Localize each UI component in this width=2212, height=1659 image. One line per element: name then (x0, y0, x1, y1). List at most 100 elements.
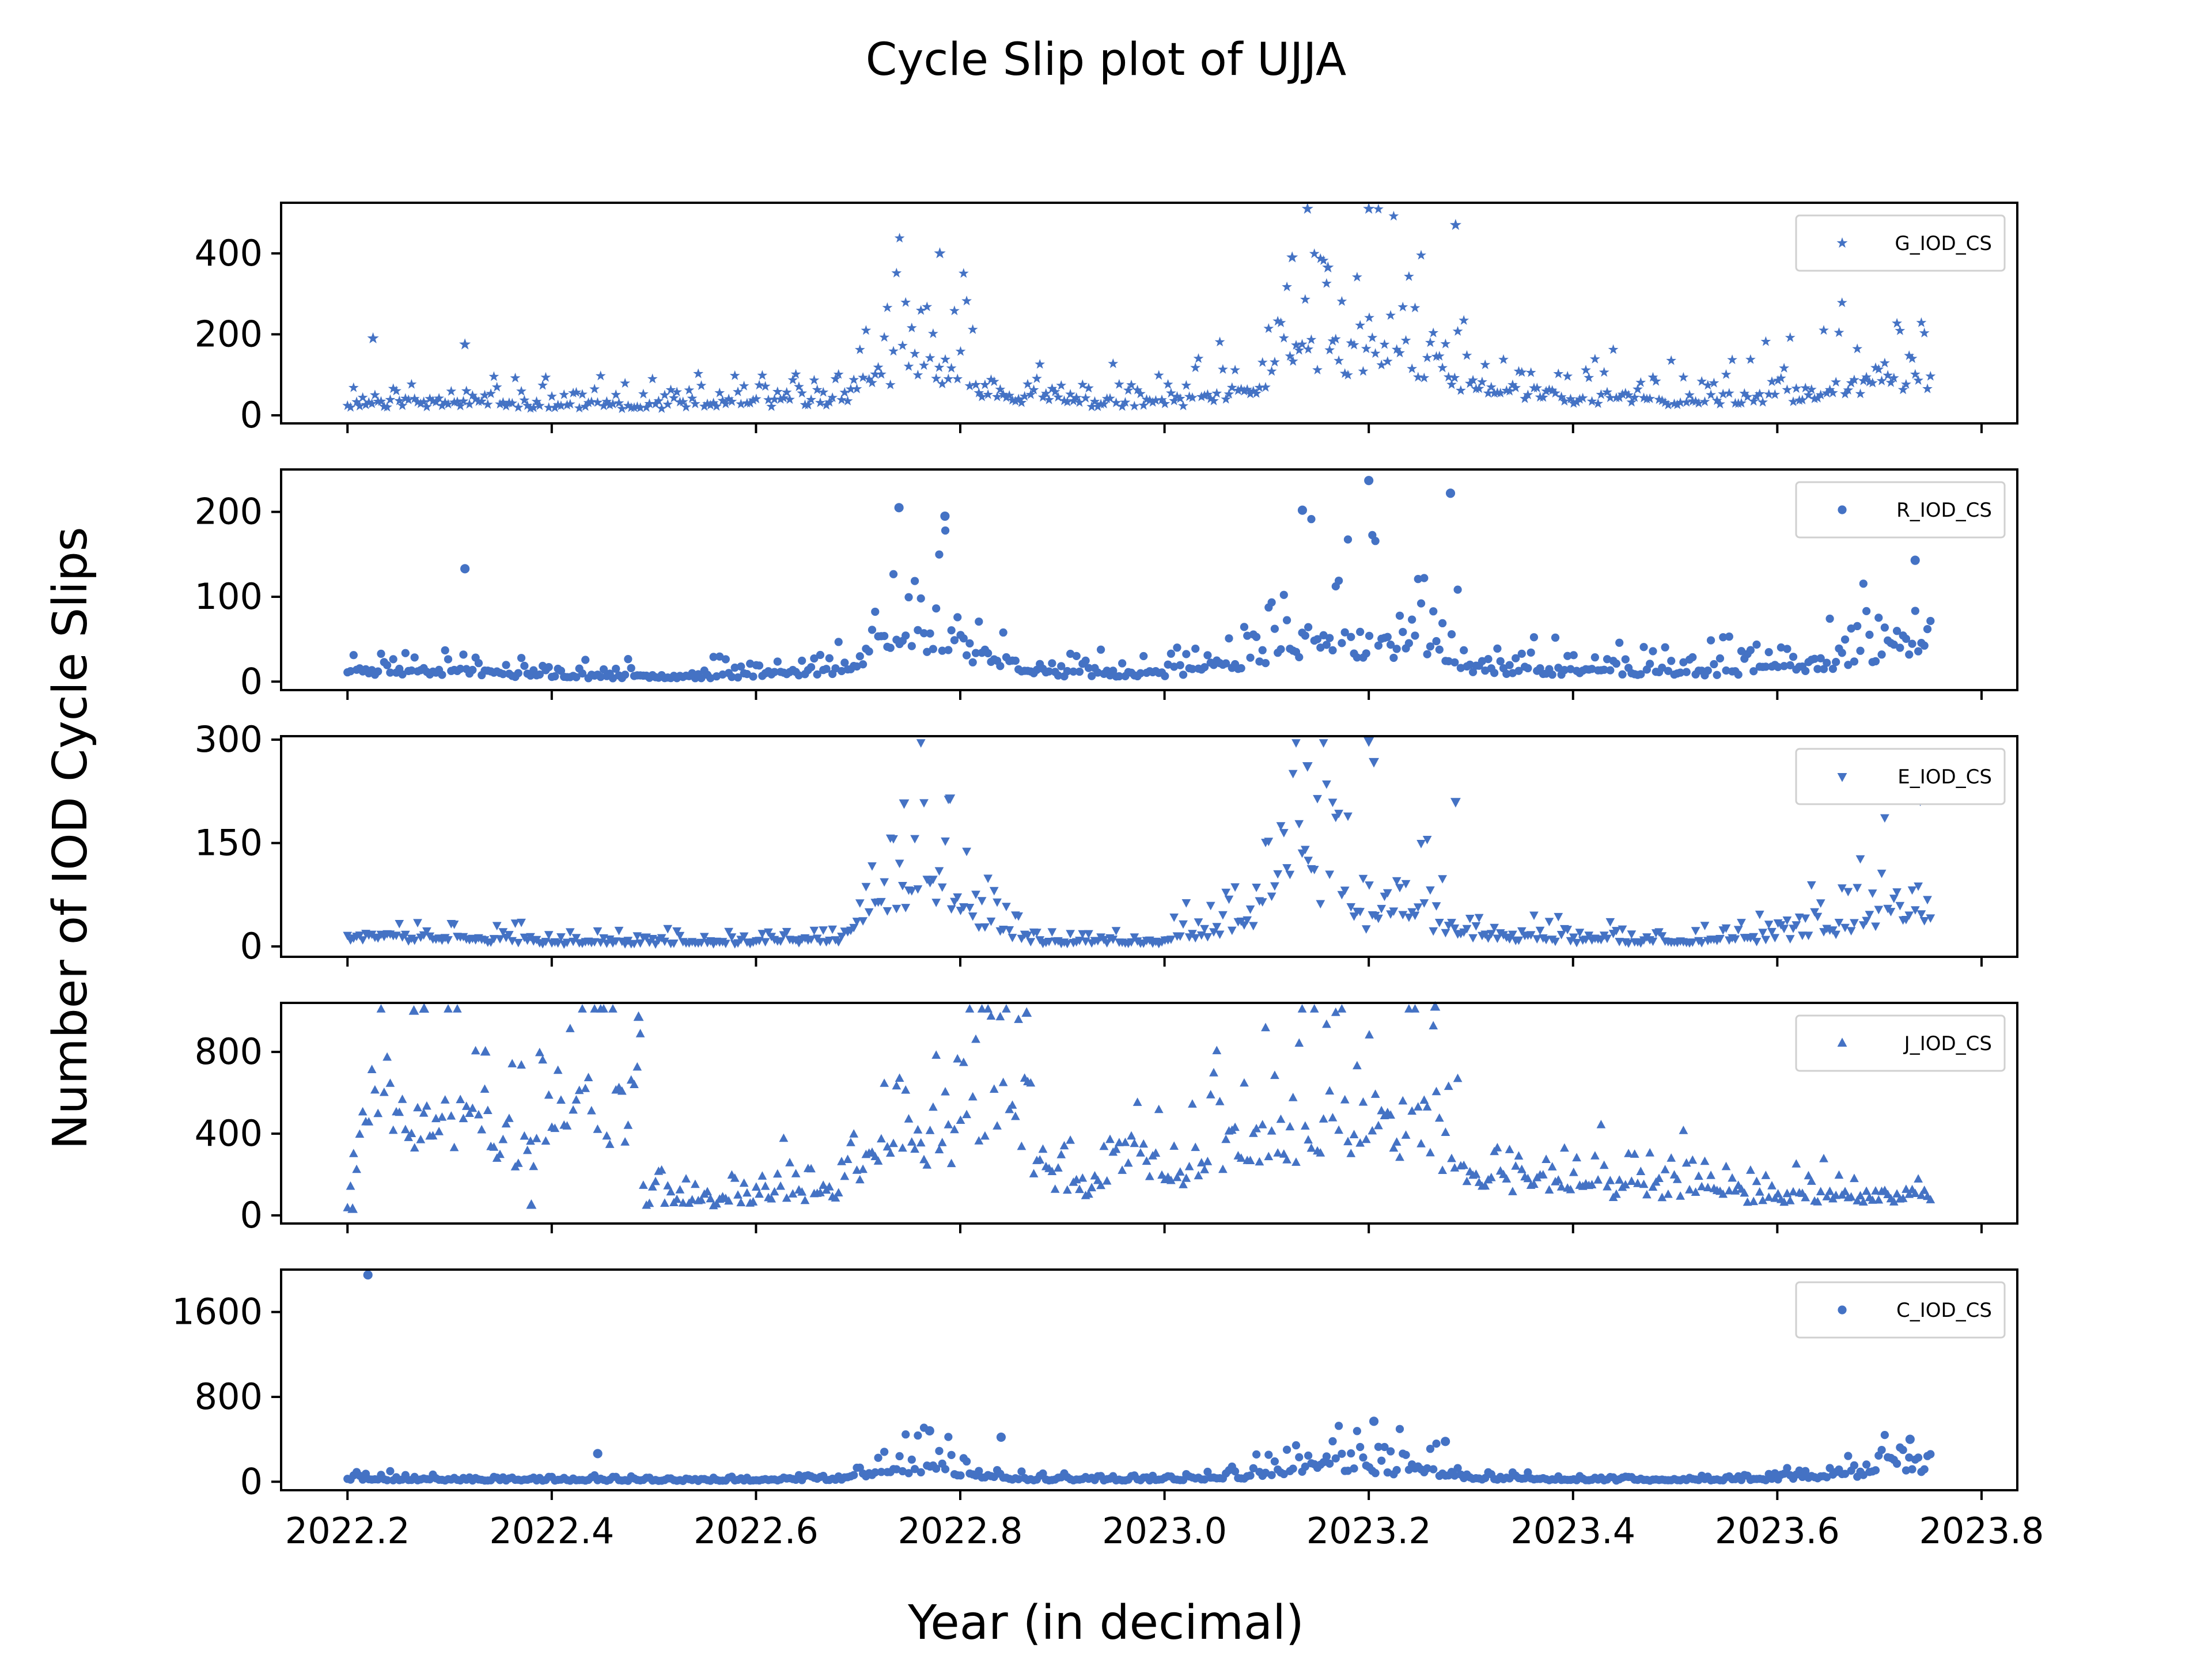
data-point (855, 652, 864, 661)
data-point (1801, 666, 1810, 675)
data-point (1437, 362, 1448, 373)
data-point (1562, 370, 1573, 381)
data-point (1233, 385, 1244, 395)
data-point (1898, 1194, 1908, 1202)
data-point (1398, 1096, 1408, 1105)
data-point (1617, 389, 1628, 399)
data-point (1412, 372, 1423, 382)
data-point (1301, 1462, 1309, 1471)
data-point (1187, 392, 1198, 402)
data-point (876, 369, 887, 379)
data-point (498, 397, 509, 407)
data-point (1044, 394, 1054, 404)
data-point (1395, 1152, 1404, 1161)
data-point (1761, 935, 1771, 945)
legend-label: R_IOD_CS (1896, 499, 1992, 522)
data-point (1289, 1464, 1297, 1473)
data-point (1566, 1184, 1575, 1194)
data-point (1761, 1171, 1771, 1179)
data-point (1050, 1184, 1060, 1193)
data-point (1089, 396, 1100, 406)
data-point (1858, 1197, 1868, 1206)
data-point (1363, 202, 1375, 214)
data-point (1182, 650, 1191, 658)
data-point (1684, 389, 1695, 400)
data-point (1430, 1001, 1441, 1011)
data-point (437, 400, 448, 410)
data-point (1910, 555, 1920, 565)
data-point (507, 397, 518, 408)
data-point (1264, 1152, 1274, 1161)
data-point (1200, 663, 1209, 672)
data-point (855, 1175, 865, 1184)
data-point (681, 1174, 691, 1183)
data-point (1401, 880, 1411, 889)
data-point (1819, 665, 1828, 673)
data-point (757, 1171, 767, 1180)
data-point (1200, 1165, 1209, 1173)
data-point (1537, 392, 1548, 402)
data-point (754, 380, 764, 390)
data-point (833, 369, 844, 379)
data-point (1330, 334, 1341, 344)
data-point (1127, 938, 1136, 947)
data-point (1589, 354, 1600, 363)
data-point (934, 247, 946, 259)
data-point (382, 1052, 392, 1061)
data-point (733, 673, 743, 682)
legend: E_IOD_CS (1795, 748, 2006, 805)
data-point (877, 1468, 885, 1476)
data-point (1886, 908, 1896, 916)
data-point (553, 1065, 563, 1074)
data-point (1751, 391, 1762, 401)
data-point (355, 931, 365, 940)
data-point (1471, 1169, 1481, 1178)
data-point (1916, 1190, 1926, 1199)
data-point (452, 396, 463, 406)
data-point (959, 1058, 968, 1066)
data-point (551, 672, 559, 681)
data-point (419, 1003, 430, 1013)
data-point (846, 384, 856, 394)
data-point (1057, 662, 1066, 671)
data-point (1392, 1465, 1401, 1475)
data-point (828, 925, 837, 934)
data-point (1685, 1185, 1694, 1194)
data-point (907, 1137, 916, 1146)
data-point (1853, 1196, 1862, 1205)
data-point (1892, 627, 1902, 635)
data-point (440, 1095, 450, 1104)
data-point (1386, 1110, 1395, 1119)
data-point (1514, 1151, 1524, 1160)
data-point (757, 930, 767, 938)
data-point (986, 917, 996, 926)
data-point (995, 384, 1006, 394)
data-point (517, 918, 526, 927)
y-tick-label: 800 (195, 1376, 263, 1418)
data-point (1602, 387, 1612, 397)
data-point (1468, 374, 1478, 385)
data-point (571, 387, 582, 397)
data-point (787, 374, 798, 385)
data-point (1916, 910, 1926, 919)
data-point (1328, 646, 1337, 655)
data-point (1399, 627, 1407, 637)
data-point (1419, 1095, 1429, 1104)
data-point (1801, 914, 1810, 923)
data-point (1512, 654, 1520, 662)
data-point (1663, 399, 1673, 410)
data-point (1483, 388, 1494, 398)
data-point (916, 594, 925, 603)
data-point (1334, 355, 1344, 365)
data-point (1236, 1153, 1246, 1162)
data-point (1853, 884, 1862, 893)
data-point (926, 629, 934, 638)
data-point (1855, 388, 1866, 399)
data-point (1493, 644, 1502, 653)
data-point (962, 847, 971, 857)
data-point (899, 799, 910, 809)
data-point (660, 937, 669, 946)
data-point (1301, 1121, 1310, 1130)
data-point (482, 399, 493, 409)
